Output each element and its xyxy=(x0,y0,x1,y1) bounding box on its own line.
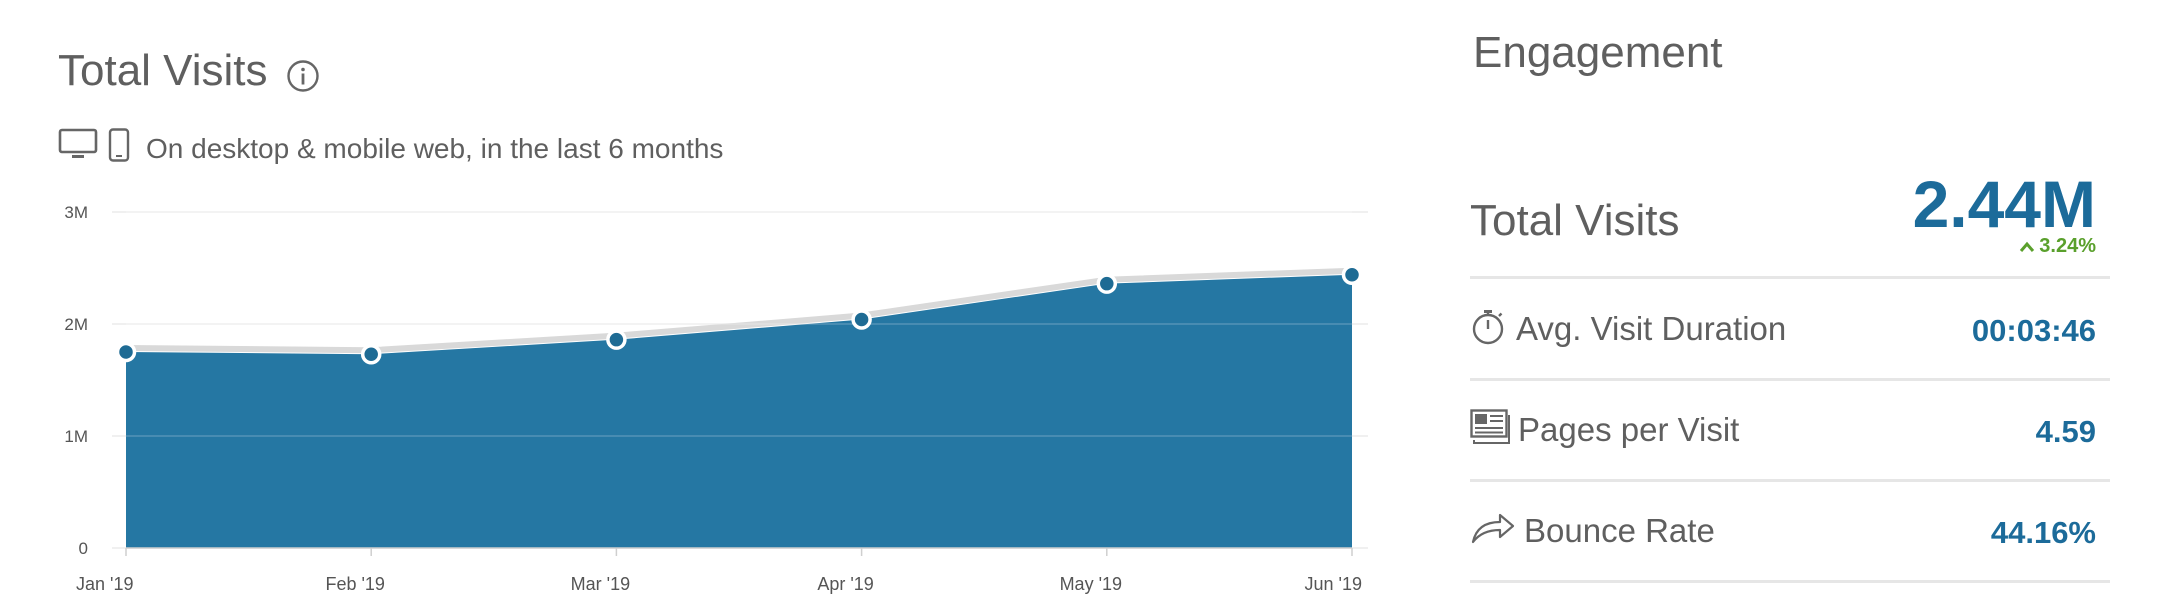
panel-subtitle: On desktop & mobile web, in the last 6 m… xyxy=(58,128,723,169)
desktop-icon xyxy=(58,128,98,169)
series-area xyxy=(126,274,1352,548)
pages-icon xyxy=(1470,409,1510,452)
metric-row-duration: Avg. Visit Duration 00:03:46 xyxy=(1470,280,2110,381)
chevron-up-icon xyxy=(2020,241,2035,252)
subtitle-text: On desktop & mobile web, in the last 6 m… xyxy=(146,132,724,164)
y-tick-label: 0 xyxy=(79,539,88,558)
y-tick-label: 1M xyxy=(64,427,88,446)
visits-area-chart: 0 1M 2M 3M Jan '19 Feb '19 Mar '19 Apr '19 May '… xyxy=(64,203,1368,594)
y-tick-label: 3M xyxy=(64,203,88,222)
total-visits-value: 2.44M xyxy=(1912,167,2096,241)
data-point xyxy=(360,343,382,365)
info-icon[interactable] xyxy=(286,54,320,92)
total-visits-row: Total Visits 2.44M 3.24% xyxy=(1470,160,2110,279)
data-point xyxy=(1341,264,1363,285)
x-tick-label: Mar '19 xyxy=(571,574,630,594)
data-point xyxy=(606,329,627,350)
total-visits-change: 3.24% xyxy=(2019,235,2096,258)
x-tick-label: Jan '19 xyxy=(76,574,133,594)
total-visits-label: Total Visits xyxy=(1470,196,1680,245)
panel-title: Total Visits xyxy=(58,46,320,96)
metric-label: Pages per Visit xyxy=(1518,411,1740,448)
series-highlight-line xyxy=(125,267,1353,354)
mobile-icon xyxy=(108,128,130,169)
panel-title-text: Total Visits xyxy=(58,46,268,95)
x-tick-label: Jun '19 xyxy=(1305,574,1362,594)
data-point xyxy=(851,309,872,330)
total-visits-panel: Total Visits On desktop & mobile web, in… xyxy=(58,46,1368,594)
metric-row-pages: Pages per Visit 4.59 xyxy=(1470,381,2110,482)
x-tick-label: Feb '19 xyxy=(325,574,384,594)
data-point xyxy=(1096,273,1118,294)
metric-row-bounce: Bounce Rate 44.16% xyxy=(1470,482,2110,583)
metric-label: Bounce Rate xyxy=(1524,512,1715,549)
engagement-panel: Engagement Total Visits 2.44M 3.24% Avg.… xyxy=(1470,0,2120,616)
x-tick-label: May '19 xyxy=(1060,574,1122,594)
metric-value: 44.16% xyxy=(1990,515,2096,550)
y-tick-label: 2M xyxy=(64,315,88,334)
metric-value: 00:03:46 xyxy=(1971,313,2096,348)
x-tick-label: Apr '19 xyxy=(817,574,873,594)
change-text: 3.24% xyxy=(2039,235,2096,257)
metric-label: Avg. Visit Duration xyxy=(1516,310,1787,347)
bounce-arrow-icon xyxy=(1470,510,1516,551)
engagement-title: Engagement xyxy=(1473,28,1723,77)
stopwatch-icon xyxy=(1470,308,1506,351)
metric-value: 4.59 xyxy=(2035,414,2096,449)
data-point xyxy=(115,341,137,363)
